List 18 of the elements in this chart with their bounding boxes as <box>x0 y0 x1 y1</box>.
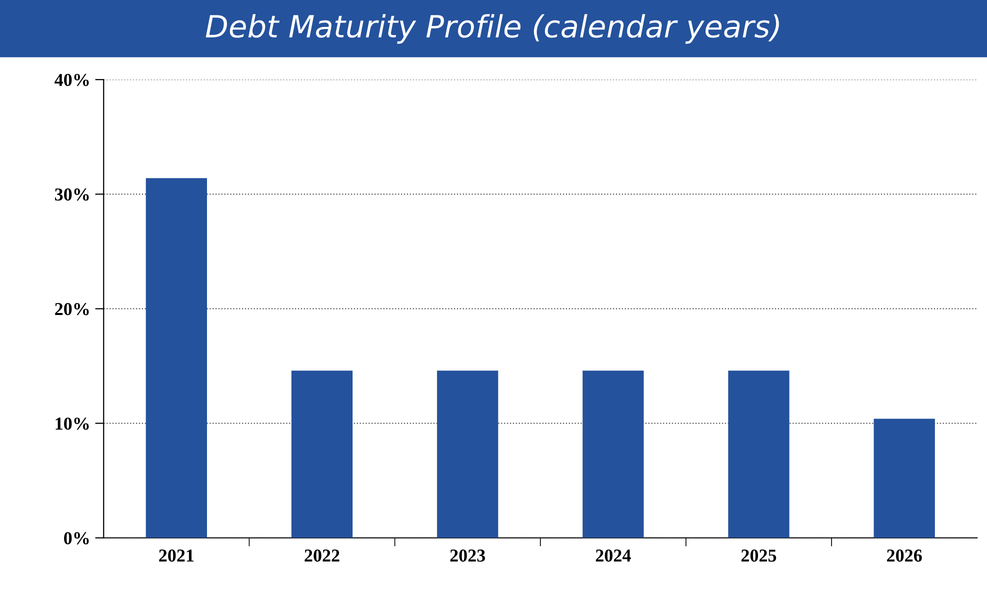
x-tick-label: 2025 <box>741 550 776 562</box>
y-tick-label: 40% <box>54 74 89 86</box>
y-tick-label: 0% <box>64 532 89 544</box>
bar <box>437 370 498 538</box>
bar <box>291 370 353 538</box>
x-tick-label: 2023 <box>450 550 486 562</box>
x-tick-label: 2022 <box>304 550 340 562</box>
bar <box>146 178 207 538</box>
x-tick-label: 2026 <box>887 550 922 562</box>
y-tick-label: 20% <box>55 302 89 316</box>
x-tick-label: 2024 <box>596 550 631 562</box>
y-tick-label: 10% <box>56 418 89 430</box>
chart-title: Debt Maturity Profile (calendar years) <box>206 14 779 44</box>
bar <box>582 370 644 538</box>
bar <box>874 418 935 538</box>
y-tick-label: 30% <box>55 188 89 201</box>
x-tick-label: 2021 <box>159 550 194 562</box>
bar <box>728 370 790 538</box>
